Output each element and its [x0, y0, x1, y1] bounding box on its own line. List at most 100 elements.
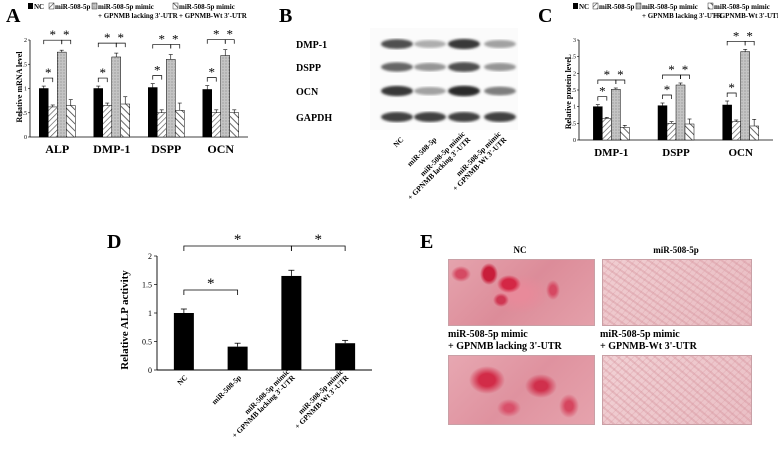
blot-band	[484, 62, 516, 72]
sig-bracket-c	[615, 79, 626, 84]
alp-stain-photo-mir	[602, 259, 752, 326]
legend-a-lacking-l2: + GPNMB lacking 3'-UTR	[98, 12, 179, 20]
legend-c-mir: miR-508-5p	[599, 3, 634, 11]
sig-star-c: *	[599, 84, 606, 99]
sig-star-d: *	[207, 276, 215, 292]
blot-band	[381, 62, 413, 72]
sig-bracket-c	[662, 94, 672, 99]
alp-stain-photo-wt	[602, 355, 752, 425]
bar-c-ocn-s2	[740, 51, 750, 141]
sig-bracket-a	[224, 39, 235, 44]
bar-a-alp-s1	[48, 106, 58, 138]
panel-label-b: B	[279, 5, 292, 27]
chart-d-category-line: + GPNMB lacking 3'-UTR	[230, 373, 297, 440]
bar-a-dspp-s2	[166, 59, 176, 138]
legend-c-swatch-wt	[707, 2, 714, 10]
chart-d-ytick-label: 2	[148, 252, 152, 261]
blot-band	[484, 40, 516, 48]
chart-a-ylabel: Relative mRNA level	[15, 51, 24, 123]
chart-d: Relative ALP activity 0 0.5 1 1.5 2 NC miR-508…	[119, 232, 372, 440]
legend-a: NC miR-508-5p miR-508-5p mimic + GPNMB l…	[28, 2, 248, 20]
sig-star-a: *	[213, 27, 220, 42]
photo-caption-mir: miR-508-5p	[653, 245, 699, 255]
sig-star-a: *	[100, 65, 107, 80]
legend-c-lacking-l1: miR-508-5p mimic	[642, 3, 698, 11]
blot-band-label: DSPP	[296, 63, 321, 74]
chart-a-ytick-label: 1	[24, 87, 27, 93]
chart-c-category-label: DSPP	[662, 147, 690, 159]
sig-bracket-c	[726, 92, 737, 97]
chart-c-ytick-label: 3	[573, 38, 576, 44]
sig-star-d: *	[234, 232, 242, 248]
sig-star-a: *	[45, 65, 52, 80]
bar-a-dmp-1-s3	[120, 103, 130, 138]
legend-a-nc: NC	[34, 3, 44, 11]
chart-d-ytick-label: 0	[148, 366, 152, 375]
legend-a-wt-l1: miR-508-5p mimic	[179, 3, 235, 11]
sig-bracket-a	[43, 77, 54, 83]
bar-a-dmp-1-s2	[111, 56, 121, 138]
bar-c-dmp-1-s1	[602, 118, 612, 141]
chart-d-category-line: miR-508-5p	[210, 373, 243, 406]
sig-star-c: *	[728, 80, 735, 95]
blot-band	[484, 112, 516, 122]
sig-star-c: *	[682, 62, 689, 77]
bar-c-ocn-s0	[722, 104, 732, 141]
chart-c-category-label: DMP-1	[594, 147, 628, 159]
chart-d-category-label: miR-508-5p mimic+ GPNMB-Wt 3'-UTR	[287, 367, 351, 431]
chart-d-ytick-label: 1	[148, 309, 152, 318]
sig-bracket-c	[680, 74, 690, 79]
panel-label-c: C	[538, 5, 552, 27]
chart-c-ytick-label: 2	[573, 71, 576, 77]
chart-d-category-label: miR-508-5p	[210, 373, 243, 406]
sig-star-d: *	[315, 232, 323, 248]
bar-a-dspp-s3	[175, 110, 185, 138]
sig-star-a: *	[63, 27, 70, 42]
legend-c-swatch-nc	[573, 3, 578, 9]
chart-a-ytick-label: 0.5	[20, 111, 28, 117]
blot-band	[484, 86, 516, 96]
alp-stain-photo-nc	[448, 259, 595, 326]
chart-c-ytick-label: 0	[573, 138, 576, 144]
sig-bracket-a	[152, 75, 163, 80]
blot-lane-label-line: NC	[391, 135, 405, 149]
sig-star-c: *	[733, 28, 740, 43]
blot-band-label: GAPDH	[296, 113, 332, 124]
blot-lane-label: NC	[391, 135, 405, 149]
legend-a-mir: miR-508-5p	[55, 3, 90, 11]
bar-c-dmp-1-s2	[611, 89, 621, 141]
bar-d-3	[335, 343, 356, 370]
chart-d-ytick-label: 0.5	[142, 338, 152, 347]
legend-c-wt-l2: + GPNMB-Wt 3'-UTR	[714, 12, 778, 20]
chart-c-ytick-label: 1	[573, 105, 576, 111]
legend-a-swatch-lacking	[91, 2, 98, 10]
bar-c-dspp-s3	[684, 123, 695, 141]
chart-d-ylabel: Relative ALP activity	[119, 270, 131, 370]
photo-caption-lacking-l1: miR-508-5p mimic	[448, 329, 528, 340]
bar-c-ocn-s1	[731, 121, 741, 141]
sig-bracket-a	[206, 77, 217, 82]
sig-star-c: *	[668, 62, 675, 77]
chart-a-ytick-label: 0	[24, 135, 27, 141]
bar-a-alp-s2	[57, 51, 67, 138]
legend-c-nc: NC	[579, 3, 589, 11]
legend-a-wt-l2: + GPNMB-Wt 3'-UTR	[179, 12, 248, 20]
photo-caption-nc: NC	[514, 245, 527, 255]
alp-stain-photo-lacking	[448, 355, 595, 425]
sig-bracket-a	[115, 42, 126, 48]
chart-a-category-label: OCN	[207, 142, 234, 156]
sig-star-c: *	[617, 67, 624, 82]
legend-c-wt-l1: miR-508-5p mimic	[714, 3, 770, 11]
bar-a-dspp-s0	[148, 87, 158, 138]
sig-star-a: *	[159, 32, 166, 47]
bar-c-ocn-s3	[749, 125, 759, 141]
bar-a-dspp-s1	[157, 112, 167, 138]
blot-band	[448, 112, 480, 122]
panel-label-a: A	[6, 5, 21, 27]
sig-star-c: *	[664, 82, 671, 97]
sig-star-c: *	[604, 67, 611, 82]
blot-band	[448, 85, 480, 97]
bar-d-2	[281, 275, 302, 370]
chart-a-category-label: ALP	[45, 142, 69, 156]
